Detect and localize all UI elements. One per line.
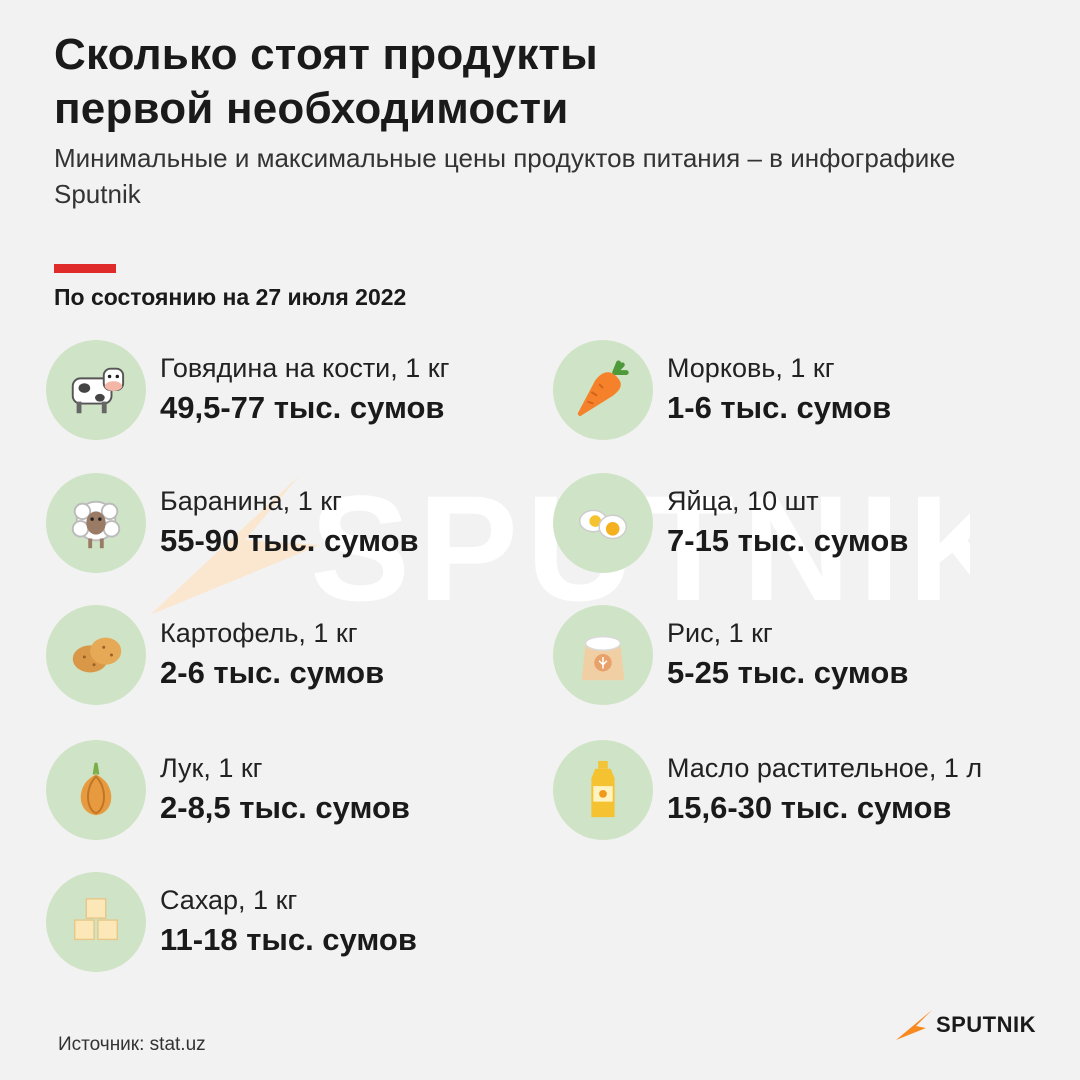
product-name: Лук, 1 кг: [160, 753, 263, 783]
icon-circle: [46, 872, 146, 972]
product-eggs: Яйца, 10 шт 7-15 тыс. сумов: [553, 473, 1053, 573]
sputnik-logo-icon: [895, 1010, 932, 1040]
title-line-1: Сколько стоят продукты: [54, 30, 598, 79]
product-name: Яйца, 10 шт: [667, 486, 819, 516]
product-price: 7-15 тыс. сумов: [667, 523, 909, 558]
date-label: По состоянию на 27 июля 2022: [54, 284, 407, 310]
oil-bottle-icon: [591, 760, 615, 818]
product-name: Масло растительное, 1 л: [667, 753, 983, 783]
sputnik-logo: SPUTNIK: [895, 1010, 1036, 1040]
product-carrot: Морковь, 1 кг 1-6 тыс. сумов: [553, 340, 1053, 440]
title-line-2: первой необходимости: [54, 84, 569, 133]
rice-sack-icon: [581, 635, 625, 681]
accent-bar: [54, 264, 116, 273]
product-name: Сахар, 1 кг: [160, 885, 298, 915]
icon-circle: [46, 740, 146, 840]
product-price: 5-25 тыс. сумов: [667, 655, 909, 690]
product-price: 49,5-77 тыс. сумов: [160, 390, 445, 425]
icon-circle: [553, 473, 653, 573]
page-title: Сколько стоят продукты первой необходимо…: [54, 28, 954, 136]
icon-circle: [46, 340, 146, 440]
product-onion: Лук, 1 кг 2-8,5 тыс. сумов: [46, 740, 546, 840]
icon-circle: [553, 740, 653, 840]
potato-icon: [72, 637, 122, 673]
product-price: 2-8,5 тыс. сумов: [160, 790, 410, 825]
sheep-icon: [71, 500, 121, 549]
icon-circle: [46, 473, 146, 573]
product-sugar: Сахар, 1 кг 11-18 тыс. сумов: [46, 872, 546, 972]
product-rice: Рис, 1 кг 5-25 тыс. сумов: [553, 605, 1053, 705]
product-name: Баранина, 1 кг: [160, 486, 342, 516]
logo-text: SPUTNIK: [935, 1012, 1036, 1037]
product-oil: Масло растительное, 1 л 15,6-30 тыс. сум…: [553, 740, 1053, 840]
product-price: 55-90 тыс. сумов: [160, 523, 419, 558]
product-name: Морковь, 1 кг: [667, 353, 835, 383]
product-name: Говядина на кости, 1 кг: [160, 353, 450, 383]
sugar-cubes-icon: [73, 898, 119, 941]
icon-circle: [46, 605, 146, 705]
egg-icon: [579, 509, 627, 540]
onion-icon: [80, 762, 112, 816]
product-lamb: Баранина, 1 кг 55-90 тыс. сумов: [46, 473, 546, 573]
product-price: 15,6-30 тыс. сумов: [667, 790, 952, 825]
product-price: 1-6 тыс. сумов: [667, 390, 892, 425]
source-note: Источник: stat.uz: [58, 1034, 206, 1055]
icon-circle: [553, 605, 653, 705]
product-price: 11-18 тыс. сумов: [160, 922, 417, 957]
subtitle: Минимальные и максимальные цены продукто…: [54, 143, 956, 209]
product-price: 2-6 тыс. сумов: [160, 655, 385, 690]
product-name: Картофель, 1 кг: [160, 618, 358, 648]
cow-icon: [71, 367, 125, 414]
product-name: Рис, 1 кг: [667, 618, 773, 648]
icon-circle: [553, 340, 653, 440]
carrot-icon: [577, 360, 629, 416]
product-potato: Картофель, 1 кг 2-6 тыс. сумов: [46, 605, 546, 705]
product-beef: Говядина на кости, 1 кг 49,5-77 тыс. сум…: [46, 340, 546, 440]
